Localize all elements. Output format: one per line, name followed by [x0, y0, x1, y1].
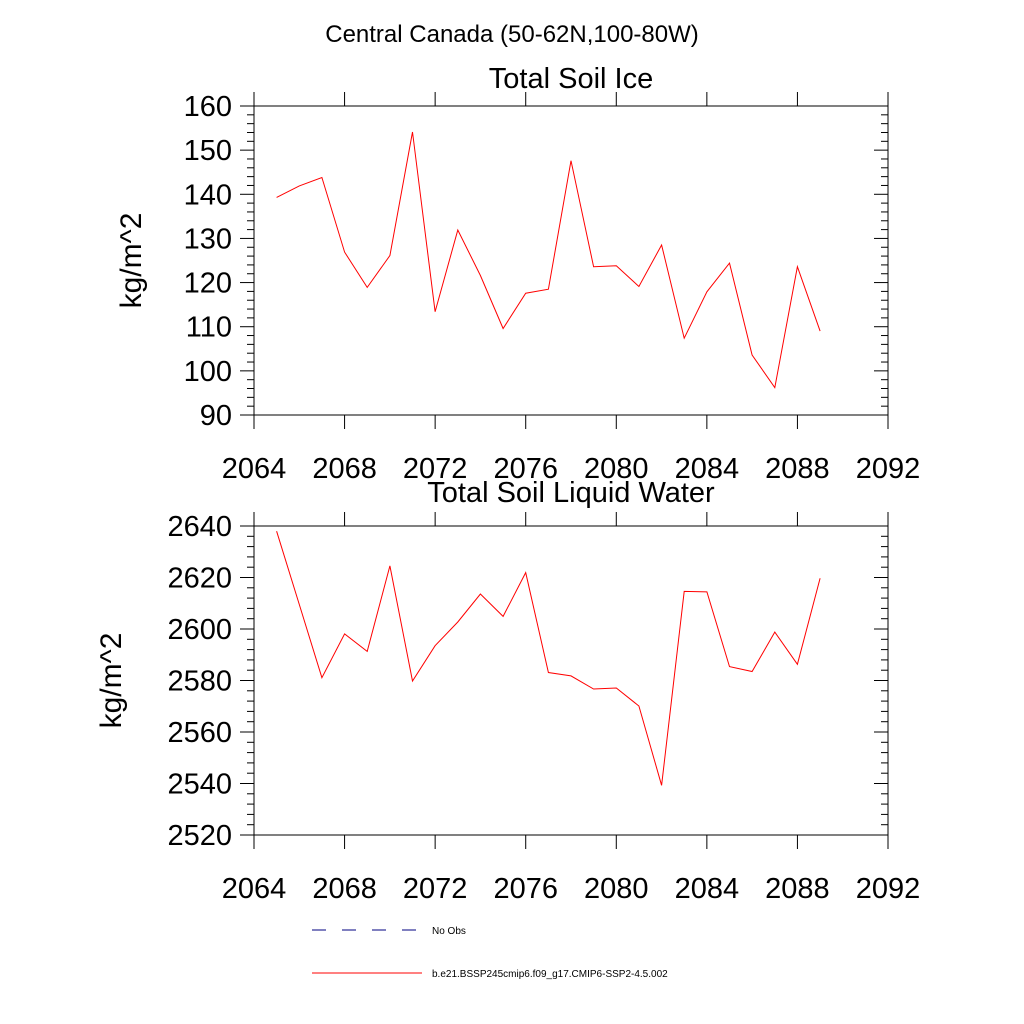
y-tick-label: 2620 — [167, 563, 232, 595]
y-tick-label: 140 — [184, 179, 232, 211]
chart-title: Total Soil Ice — [489, 63, 653, 95]
x-tick-label: 2068 — [312, 873, 377, 905]
y-tick-label: 90 — [200, 400, 232, 432]
soil-ice-panel: Total Soil Ice kg/m^2 2064 2068 2072 2076 2080… — [115, 63, 920, 485]
y-tick-label: 160 — [184, 91, 232, 123]
x-tick-label: 2080 — [584, 453, 649, 485]
y-tick-label: 2520 — [167, 820, 232, 852]
legend-label: b.e21.BSSP245cmip6.f09_g17.CMIP6-SSP2-4.… — [432, 969, 668, 980]
x-tick-label: 2088 — [765, 453, 830, 485]
legend: No Obs b.e21.BSSP245cmip6.f09_g17.CMIP6-S… — [312, 926, 668, 980]
x-tick-label: 2064 — [222, 873, 287, 905]
x-tick-label: 2084 — [675, 453, 740, 485]
page-title: Central Canada (50-62N,100-80W) — [325, 21, 699, 48]
x-tick-label: 2076 — [493, 453, 558, 485]
x-tick-label: 2068 — [312, 453, 377, 485]
x-tick-label: 2092 — [856, 873, 921, 905]
y-tick-label: 100 — [184, 356, 232, 388]
y-tick-label: 2600 — [167, 614, 232, 646]
legend-label: No Obs — [432, 926, 466, 937]
x-tick-label: 2088 — [765, 873, 830, 905]
y-tick-label: 2540 — [167, 769, 232, 801]
chart-title: Total Soil Liquid Water — [427, 477, 715, 509]
x-tick-label: 2076 — [493, 873, 558, 905]
y-axis-label: kg/m^2 — [95, 633, 128, 729]
y-tick-label: 2560 — [167, 717, 232, 749]
x-tick-label: 2080 — [584, 873, 649, 905]
y-axis-label: kg/m^2 — [115, 213, 148, 309]
series-line — [276, 131, 821, 389]
y-tick-label: 2580 — [167, 666, 232, 698]
y-tick-label: 2640 — [167, 511, 232, 543]
x-tick-label: 2064 — [222, 453, 287, 485]
x-tick-label: 2092 — [856, 453, 921, 485]
y-tick-label: 150 — [184, 135, 232, 167]
y-tick-label: 120 — [184, 268, 232, 300]
y-tick-label: 110 — [186, 312, 232, 344]
plot-frame — [253, 105, 889, 416]
y-tick-label: 130 — [184, 223, 232, 255]
x-tick-label: 2072 — [403, 453, 468, 485]
soil-liquid-water-panel: Total Soil Liquid Water kg/m^2 2064 2068 207… — [95, 477, 920, 905]
x-tick-label: 2084 — [675, 873, 740, 905]
series-line — [276, 531, 821, 786]
x-tick-label: 2072 — [403, 873, 468, 905]
plot-frame — [253, 525, 889, 836]
